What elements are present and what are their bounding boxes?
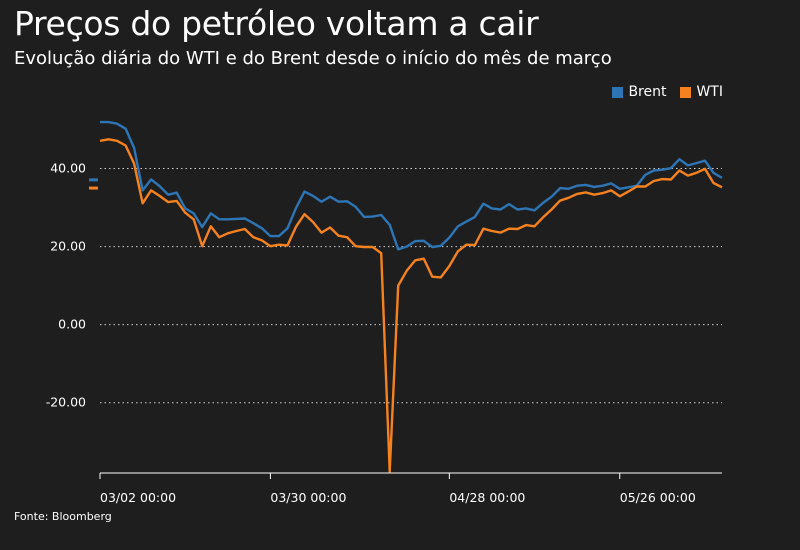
x-tick-label: 05/26 00:00 — [620, 490, 696, 505]
legend-item-brent: Brent — [612, 84, 666, 100]
legend-swatch-brent — [612, 86, 624, 98]
y-tick-label: 0.00 — [58, 317, 86, 332]
legend-item-wti: WTI — [680, 84, 723, 100]
y-tick-label: 40.00 — [50, 161, 86, 176]
y-tick-label: 20.00 — [50, 239, 86, 254]
chart-title: Preços do petróleo voltam a cair — [14, 4, 539, 43]
legend-label-wti: WTI — [696, 84, 723, 100]
chart-legend: Brent WTI — [612, 84, 723, 100]
legend-swatch-wti — [680, 86, 692, 98]
source-note: Fonte: Bloomberg — [14, 510, 112, 523]
chart-subtitle: Evolução diária do WTI e do Brent desde … — [14, 48, 612, 69]
legend-label-brent: Brent — [628, 84, 667, 100]
x-tick-label: 04/28 00:00 — [449, 490, 525, 505]
y-tick-label: -20.00 — [46, 395, 86, 410]
x-tick-label: 03/02 00:00 — [100, 490, 176, 505]
x-tick-label: 03/30 00:00 — [270, 490, 346, 505]
series-line-wti — [100, 138, 723, 473]
series-line-brent — [100, 120, 723, 251]
